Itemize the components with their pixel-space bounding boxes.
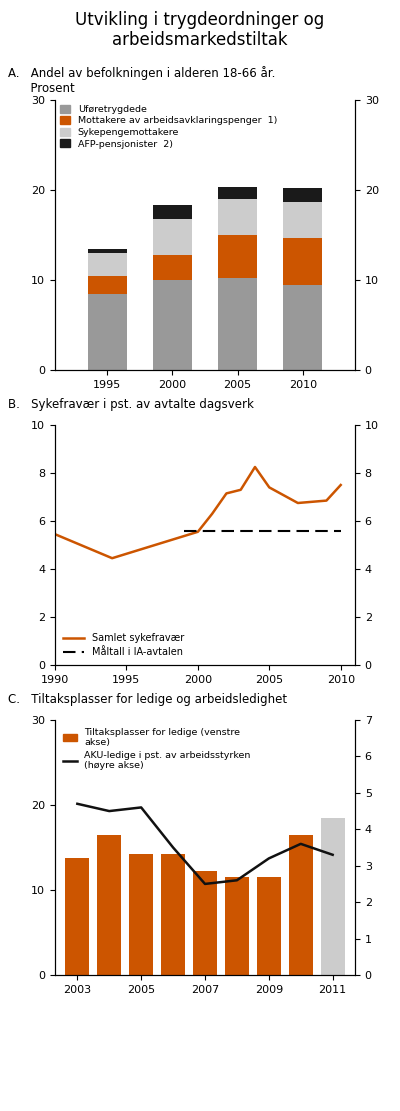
Bar <box>88 249 127 253</box>
Bar <box>65 858 89 975</box>
Bar <box>218 278 257 370</box>
Bar <box>321 818 345 975</box>
Text: Utvikling i trygdeordninger og
arbeidsmarkedstiltak: Utvikling i trygdeordninger og arbeidsma… <box>75 11 325 49</box>
Bar <box>218 188 257 199</box>
Text: C.   Tiltaksplasser for ledige og arbeidsledighet: C. Tiltaksplasser for ledige og arbeidsl… <box>8 693 287 705</box>
Bar <box>283 188 322 202</box>
Bar <box>289 834 313 975</box>
Bar <box>161 854 185 975</box>
Bar <box>225 878 249 975</box>
Legend: Tiltaksplasser for ledige (venstre
akse), AKU-ledige i pst. av arbeidsstyrken
(h: Tiltaksplasser for ledige (venstre akse)… <box>60 724 254 773</box>
Bar <box>153 206 192 219</box>
Bar <box>283 238 322 284</box>
Bar <box>129 854 153 975</box>
Bar <box>218 199 257 236</box>
Bar <box>193 871 217 975</box>
Bar <box>283 284 322 370</box>
Bar <box>283 202 322 238</box>
Legend: Uføretrygdede, Mottakere av arbeidsavklaringspenger  1), Sykepengemottakere, AFP: Uføretrygdede, Mottakere av arbeidsavkla… <box>58 103 279 150</box>
Bar <box>88 276 127 293</box>
Bar <box>88 293 127 370</box>
Bar <box>153 254 192 280</box>
Bar <box>218 236 257 278</box>
Bar <box>153 219 192 254</box>
Bar <box>257 878 281 975</box>
Bar <box>153 280 192 370</box>
Legend: Samlet sykefravær, Måltall i IA-avtalen: Samlet sykefravær, Måltall i IA-avtalen <box>60 630 187 660</box>
Bar <box>88 253 127 276</box>
Text: B.   Sykefravær i pst. av avtalte dagsverk: B. Sykefravær i pst. av avtalte dagsverk <box>8 398 254 411</box>
Bar <box>97 834 121 975</box>
Text: A.   Andel av befolkningen i alderen 18-66 år.
      Prosent: A. Andel av befolkningen i alderen 18-66… <box>8 66 275 94</box>
